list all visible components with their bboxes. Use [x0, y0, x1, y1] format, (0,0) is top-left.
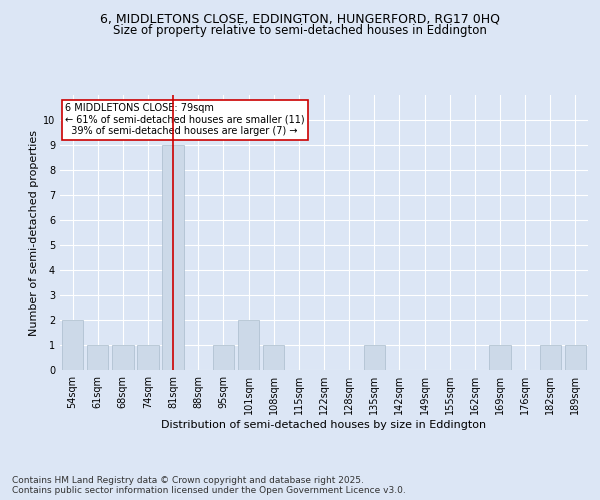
Text: 6, MIDDLETONS CLOSE, EDDINGTON, HUNGERFORD, RG17 0HQ: 6, MIDDLETONS CLOSE, EDDINGTON, HUNGERFO… [100, 12, 500, 26]
Bar [87, 345, 109, 370]
Bar [213, 345, 234, 370]
Bar [112, 345, 134, 370]
Bar [263, 345, 284, 370]
Bar [137, 345, 158, 370]
Bar [490, 345, 511, 370]
Bar [539, 345, 561, 370]
Bar [364, 345, 385, 370]
Bar [163, 145, 184, 370]
Bar [238, 320, 259, 370]
Bar [62, 320, 83, 370]
Text: 6 MIDDLETONS CLOSE: 79sqm
← 61% of semi-detached houses are smaller (11)
  39% o: 6 MIDDLETONS CLOSE: 79sqm ← 61% of semi-… [65, 104, 305, 136]
Text: Size of property relative to semi-detached houses in Eddington: Size of property relative to semi-detach… [113, 24, 487, 37]
Y-axis label: Number of semi-detached properties: Number of semi-detached properties [29, 130, 39, 336]
Bar [565, 345, 586, 370]
X-axis label: Distribution of semi-detached houses by size in Eddington: Distribution of semi-detached houses by … [161, 420, 487, 430]
Text: Contains HM Land Registry data © Crown copyright and database right 2025.
Contai: Contains HM Land Registry data © Crown c… [12, 476, 406, 495]
